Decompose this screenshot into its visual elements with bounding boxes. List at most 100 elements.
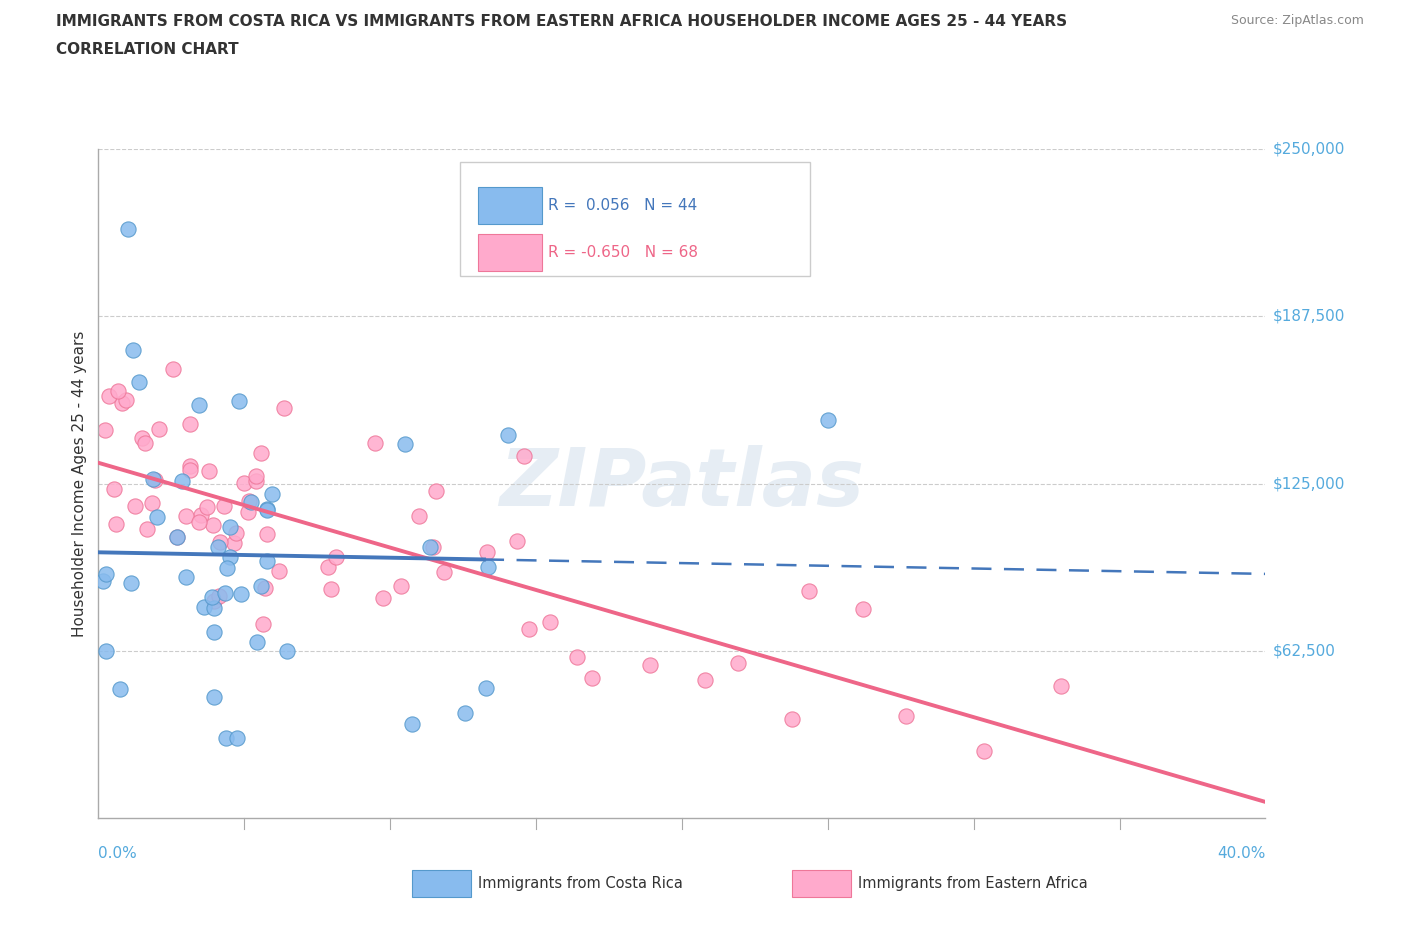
Point <box>124 498 146 513</box>
Text: $250,000: $250,000 <box>1272 141 1344 156</box>
Point <box>226 731 249 746</box>
Point <box>135 522 157 537</box>
Point <box>273 401 295 416</box>
Point <box>179 463 201 478</box>
Point <box>477 544 499 559</box>
Point <box>638 658 661 672</box>
Point <box>162 362 184 377</box>
Point <box>179 458 201 473</box>
Point <box>567 649 589 664</box>
Point <box>267 564 290 578</box>
Point <box>107 383 129 398</box>
FancyBboxPatch shape <box>478 234 541 271</box>
Text: R =  0.056   N = 44: R = 0.056 N = 44 <box>548 198 697 213</box>
Point <box>142 472 165 486</box>
Point <box>212 498 235 513</box>
Point <box>193 600 215 615</box>
Point <box>389 579 412 594</box>
Point <box>202 624 225 639</box>
Point <box>256 501 278 516</box>
FancyBboxPatch shape <box>478 187 541 224</box>
Text: ZIPatlas: ZIPatlas <box>499 445 865 523</box>
FancyBboxPatch shape <box>460 162 810 276</box>
Point <box>208 588 231 603</box>
Point <box>215 561 238 576</box>
Point <box>477 560 499 575</box>
Point <box>105 516 128 531</box>
Point <box>538 615 561 630</box>
Point <box>1050 679 1073 694</box>
Point <box>693 672 716 687</box>
Point <box>797 584 820 599</box>
Text: 40.0%: 40.0% <box>1218 846 1265 861</box>
Point <box>364 435 387 450</box>
Point <box>103 482 125 497</box>
Point <box>91 573 114 588</box>
Point <box>201 590 224 604</box>
Text: Immigrants from Costa Rica: Immigrants from Costa Rica <box>478 875 683 891</box>
Point <box>371 591 394 605</box>
Point <box>202 601 225 616</box>
Point <box>973 744 995 759</box>
Point <box>141 496 163 511</box>
Point <box>97 389 120 404</box>
Point <box>252 617 274 631</box>
Point <box>262 486 284 501</box>
Point <box>498 428 520 443</box>
Point <box>316 560 339 575</box>
Point <box>401 716 423 731</box>
Point <box>201 517 224 532</box>
Text: $125,000: $125,000 <box>1272 476 1344 491</box>
Point <box>581 671 603 685</box>
Point <box>250 578 273 593</box>
Point <box>780 711 803 726</box>
Point <box>207 539 229 554</box>
Point <box>851 602 873 617</box>
Point <box>222 536 245 551</box>
Point <box>896 709 918 724</box>
Point <box>505 534 527 549</box>
Text: $62,500: $62,500 <box>1272 644 1336 658</box>
Point <box>170 474 193 489</box>
Text: IMMIGRANTS FROM COSTA RICA VS IMMIGRANTS FROM EASTERN AFRICA HOUSEHOLDER INCOME : IMMIGRANTS FROM COSTA RICA VS IMMIGRANTS… <box>56 14 1067 29</box>
Point <box>215 731 238 746</box>
Point <box>134 435 156 450</box>
Y-axis label: Householder Income Ages 25 - 44 years: Householder Income Ages 25 - 44 years <box>72 330 87 637</box>
Point <box>225 525 247 540</box>
Point <box>394 436 416 451</box>
Point <box>727 656 749 671</box>
Point <box>208 535 231 550</box>
Point <box>228 393 250 408</box>
Point <box>229 586 252 601</box>
Point <box>236 505 259 520</box>
Point <box>166 529 188 544</box>
Point <box>238 493 260 508</box>
Point <box>256 527 278 542</box>
Point <box>422 539 444 554</box>
Point <box>475 681 498 696</box>
Point <box>817 413 839 428</box>
Point <box>143 472 166 487</box>
Point <box>115 392 138 407</box>
Point <box>256 553 278 568</box>
Point <box>94 644 117 658</box>
Point <box>276 644 298 658</box>
Point <box>253 580 276 595</box>
Point <box>454 706 477 721</box>
Text: CORRELATION CHART: CORRELATION CHART <box>56 42 239 57</box>
Point <box>131 431 153 445</box>
Point <box>245 473 267 488</box>
Point <box>214 586 236 601</box>
Point <box>190 507 212 522</box>
Point <box>432 565 454 579</box>
Point <box>108 682 131 697</box>
Point <box>128 375 150 390</box>
Point <box>240 494 263 509</box>
Point <box>513 449 536 464</box>
Point <box>425 484 447 498</box>
Text: $187,500: $187,500 <box>1272 309 1344 324</box>
Point <box>188 397 211 412</box>
Point <box>202 593 225 608</box>
Point <box>256 502 278 517</box>
Point <box>174 509 197 524</box>
